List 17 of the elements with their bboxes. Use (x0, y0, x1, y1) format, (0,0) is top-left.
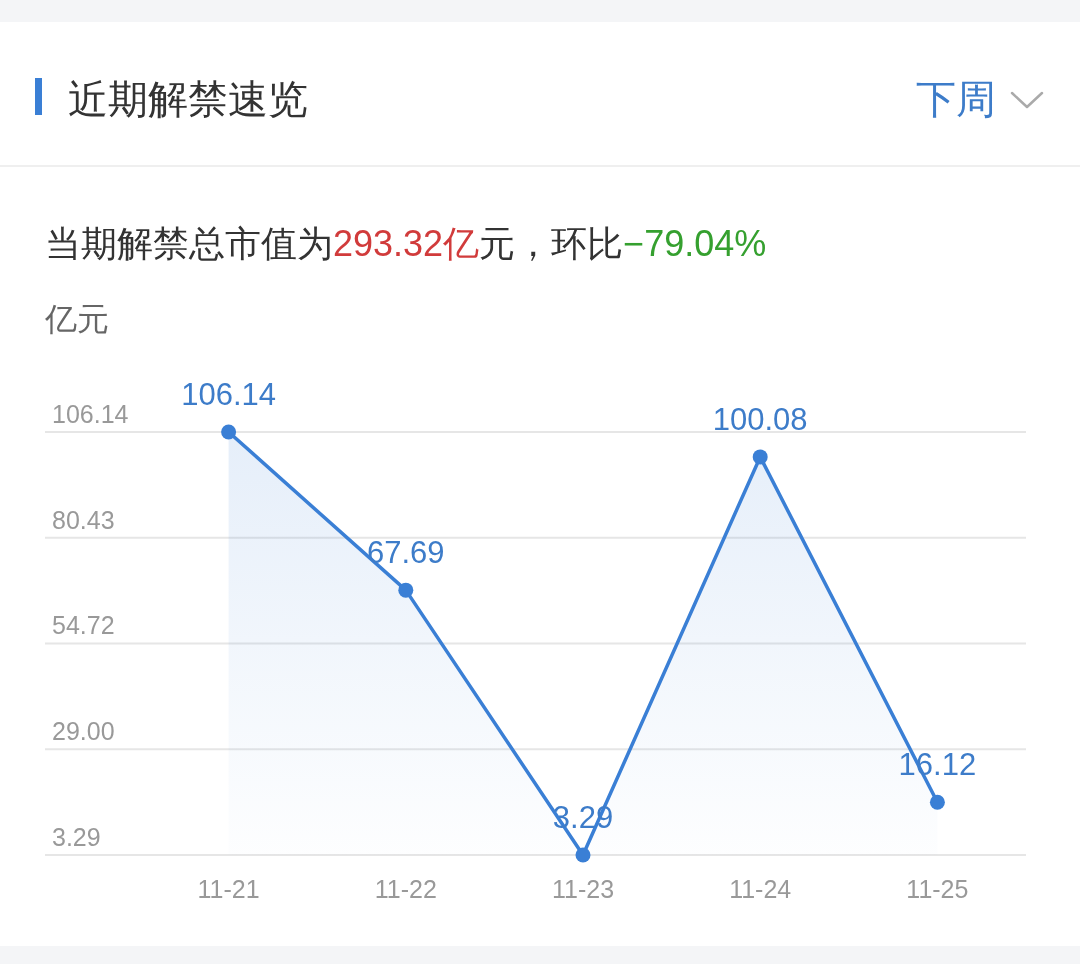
x-tick-label: 11-24 (729, 875, 792, 903)
data-label: 100.08 (712, 401, 808, 437)
data-label: 67.69 (367, 535, 445, 571)
y-tick-label: 106.14 (52, 400, 129, 428)
text: 下周 (916, 77, 996, 121)
chart-title: 近期解禁速览 (68, 77, 308, 121)
y-axis-title: 亿元 (44, 301, 109, 337)
y-tick-label: 3.29 (52, 823, 101, 851)
y-tick-label: 80.43 (52, 505, 115, 534)
x-tick-label: 11-23 (551, 875, 615, 903)
x-tick-label: 11-22 (374, 875, 437, 903)
x-tick-label: 11-25 (906, 875, 969, 903)
x-tick-label: 11-21 (197, 875, 260, 903)
y-tick-label: 29.00 (52, 717, 115, 746)
y-tick-label: 54.72 (52, 611, 115, 640)
chart-subtitle: 当期解禁总市值为293.32亿元，环比−79.04% (45, 223, 767, 264)
data-label: 106.14 (181, 377, 277, 412)
